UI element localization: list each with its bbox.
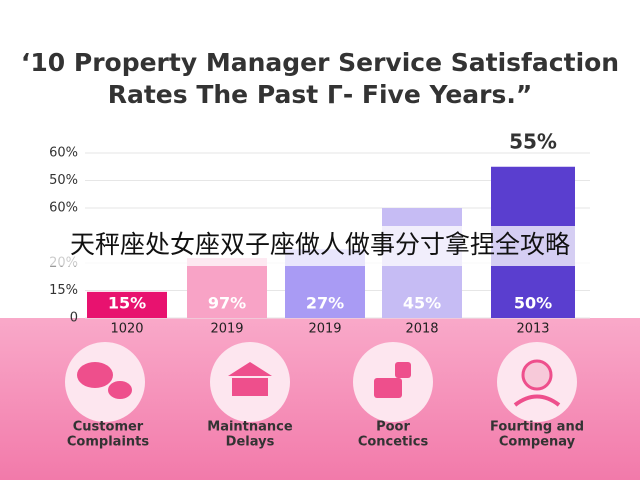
icon-shape xyxy=(108,381,132,399)
y-tick-label: 60% xyxy=(49,146,78,161)
icon-shape xyxy=(395,362,411,378)
bar xyxy=(87,291,167,318)
bar-text: 15% xyxy=(108,294,146,313)
y-tick-label: 0 xyxy=(70,311,78,326)
icon-shape xyxy=(77,362,113,388)
bar xyxy=(187,258,267,318)
icon-label: Customer xyxy=(73,420,144,435)
bar-text: 50% xyxy=(514,294,552,313)
bar-text: 97% xyxy=(208,294,246,313)
x-tick-label: 1020 xyxy=(110,322,143,337)
y-tick-label: 60% xyxy=(49,201,78,216)
icon-shape xyxy=(513,394,561,407)
icon-label: Concetics xyxy=(358,435,429,450)
overlay-band xyxy=(0,226,640,266)
icon-label: Maintnance xyxy=(207,420,293,435)
x-tick-label: 2019 xyxy=(308,322,341,337)
icon-label: Fourting and xyxy=(490,420,584,435)
bar-text: 27% xyxy=(306,294,344,313)
title-line: ‘10 Property Manager Service Satisfactio… xyxy=(21,48,619,77)
title-line: Rates The Past Γ- Five Years.” xyxy=(108,80,533,109)
icon-label: Delays xyxy=(226,435,275,450)
bar-text: 45% xyxy=(403,294,441,313)
icon-label: Poor xyxy=(376,420,410,435)
icon-label: Compenay xyxy=(499,435,576,450)
top-text: 55% xyxy=(509,129,557,153)
icon-shape xyxy=(374,378,402,398)
y-tick-label: 50% xyxy=(49,173,78,188)
x-tick-label: 2018 xyxy=(405,322,438,337)
x-tick-label: 2013 xyxy=(516,322,549,337)
icon-shape xyxy=(228,362,272,396)
overlay-text: 天秤座处女座双子座做人做事分寸拿捏全攻略 xyxy=(70,230,570,259)
y-tick-label: 15% xyxy=(49,283,78,298)
x-tick-label: 2019 xyxy=(210,322,243,337)
icon-label: Complaints xyxy=(67,435,149,450)
icon-shape xyxy=(521,359,553,391)
